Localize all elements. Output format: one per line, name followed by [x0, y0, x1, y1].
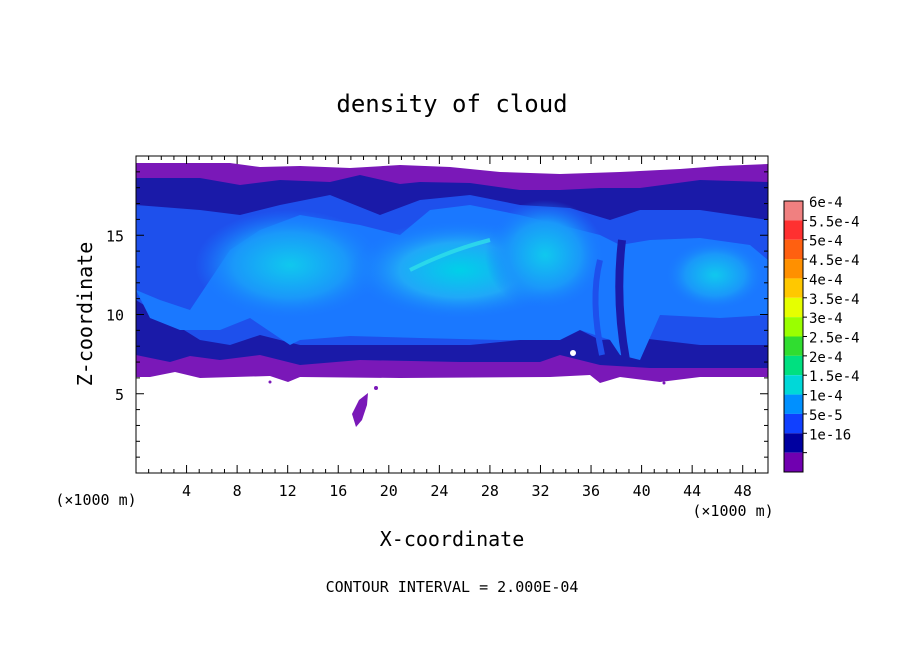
colorbar-label: 5e-4 [809, 234, 843, 250]
x-unit-right: (×1000 m) [692, 502, 773, 520]
colorbar-swatch [784, 317, 803, 337]
x-tick-label: 48 [734, 482, 752, 500]
colorbar-swatch [784, 259, 803, 279]
cloud-speck [374, 386, 378, 390]
cloud-downdraft-2 [592, 259, 605, 356]
x-unit-left: (×1000 m) [55, 491, 136, 509]
colorbar-swatch [784, 201, 803, 221]
cloud-downdraft-1 [615, 239, 630, 361]
colorbar-label: 3e-4 [809, 311, 843, 327]
cloud-bright-streak [409, 238, 491, 272]
cloud-gap [570, 350, 576, 356]
y-axis-label: Z-coordinate [73, 242, 97, 387]
cloud-core-left [195, 210, 385, 320]
x-tick-label: 16 [329, 482, 347, 500]
x-tick-label: 32 [531, 482, 549, 500]
colorbar-label: 1e-16 [809, 427, 851, 443]
chart-title: density of cloud [336, 90, 567, 118]
colorbar-label: 1e-4 [809, 389, 843, 405]
colorbar-label: 2e-4 [809, 350, 843, 366]
x-tick-label: 4 [182, 482, 191, 500]
y-tick-labels: 5 10 15 [106, 227, 124, 404]
x-tick-labels: 4 8 12 16 20 24 28 32 36 40 44 48 [182, 482, 752, 500]
axis-ticks [136, 156, 768, 473]
colorbar-swatch [784, 394, 803, 414]
cloud-core-far-right [665, 240, 765, 310]
cloud-speck [268, 380, 272, 384]
colorbar-swatch [784, 355, 803, 376]
cloud-speck [662, 381, 666, 385]
colorbar-swatch [784, 297, 803, 318]
cloud-field [136, 163, 768, 427]
colorbar: 6e-4 5.5e-4 5e-4 4.5e-4 4e-4 3.5e-4 3e-4 2.5e-4… [783, 195, 860, 473]
colorbar-label: 3.5e-4 [809, 292, 860, 308]
x-tick-label: 40 [633, 482, 651, 500]
x-tick-label: 28 [481, 482, 499, 500]
x-tick-label: 12 [279, 482, 297, 500]
contour-interval: CONTOUR INTERVAL = 2.000E-04 [326, 578, 579, 596]
colorbar-label: 2.5e-4 [809, 331, 860, 347]
colorbar-swatch [784, 433, 803, 453]
colorbar-swatch [784, 336, 803, 356]
x-tick-label: 24 [430, 482, 448, 500]
colorbar-label: 1.5e-4 [809, 369, 860, 385]
cloud-core-right [485, 200, 605, 310]
colorbar-label: 4.5e-4 [809, 253, 860, 269]
colorbar-swatch [784, 375, 803, 395]
colorbar-label: 4e-4 [809, 272, 843, 288]
colorbar-label: 5e-5 [809, 408, 843, 424]
x-tick-label: 36 [582, 482, 600, 500]
y-tick-label: 15 [106, 227, 124, 245]
x-tick-label: 20 [380, 482, 398, 500]
cloud-fragment [352, 393, 368, 427]
colorbar-label: 6e-4 [809, 195, 843, 211]
colorbar-swatch [784, 220, 803, 240]
x-tick-label: 44 [683, 482, 701, 500]
colorbar-label: 5.5e-4 [809, 214, 860, 230]
y-tick-label: 5 [115, 386, 124, 404]
colorbar-swatch [784, 239, 803, 260]
y-tick-label: 10 [106, 307, 124, 325]
colorbar-swatch [784, 452, 803, 472]
x-tick-label: 8 [233, 482, 242, 500]
colorbar-swatch [784, 413, 803, 434]
colorbar-swatch [784, 278, 803, 298]
x-axis-label: X-coordinate [380, 527, 525, 551]
